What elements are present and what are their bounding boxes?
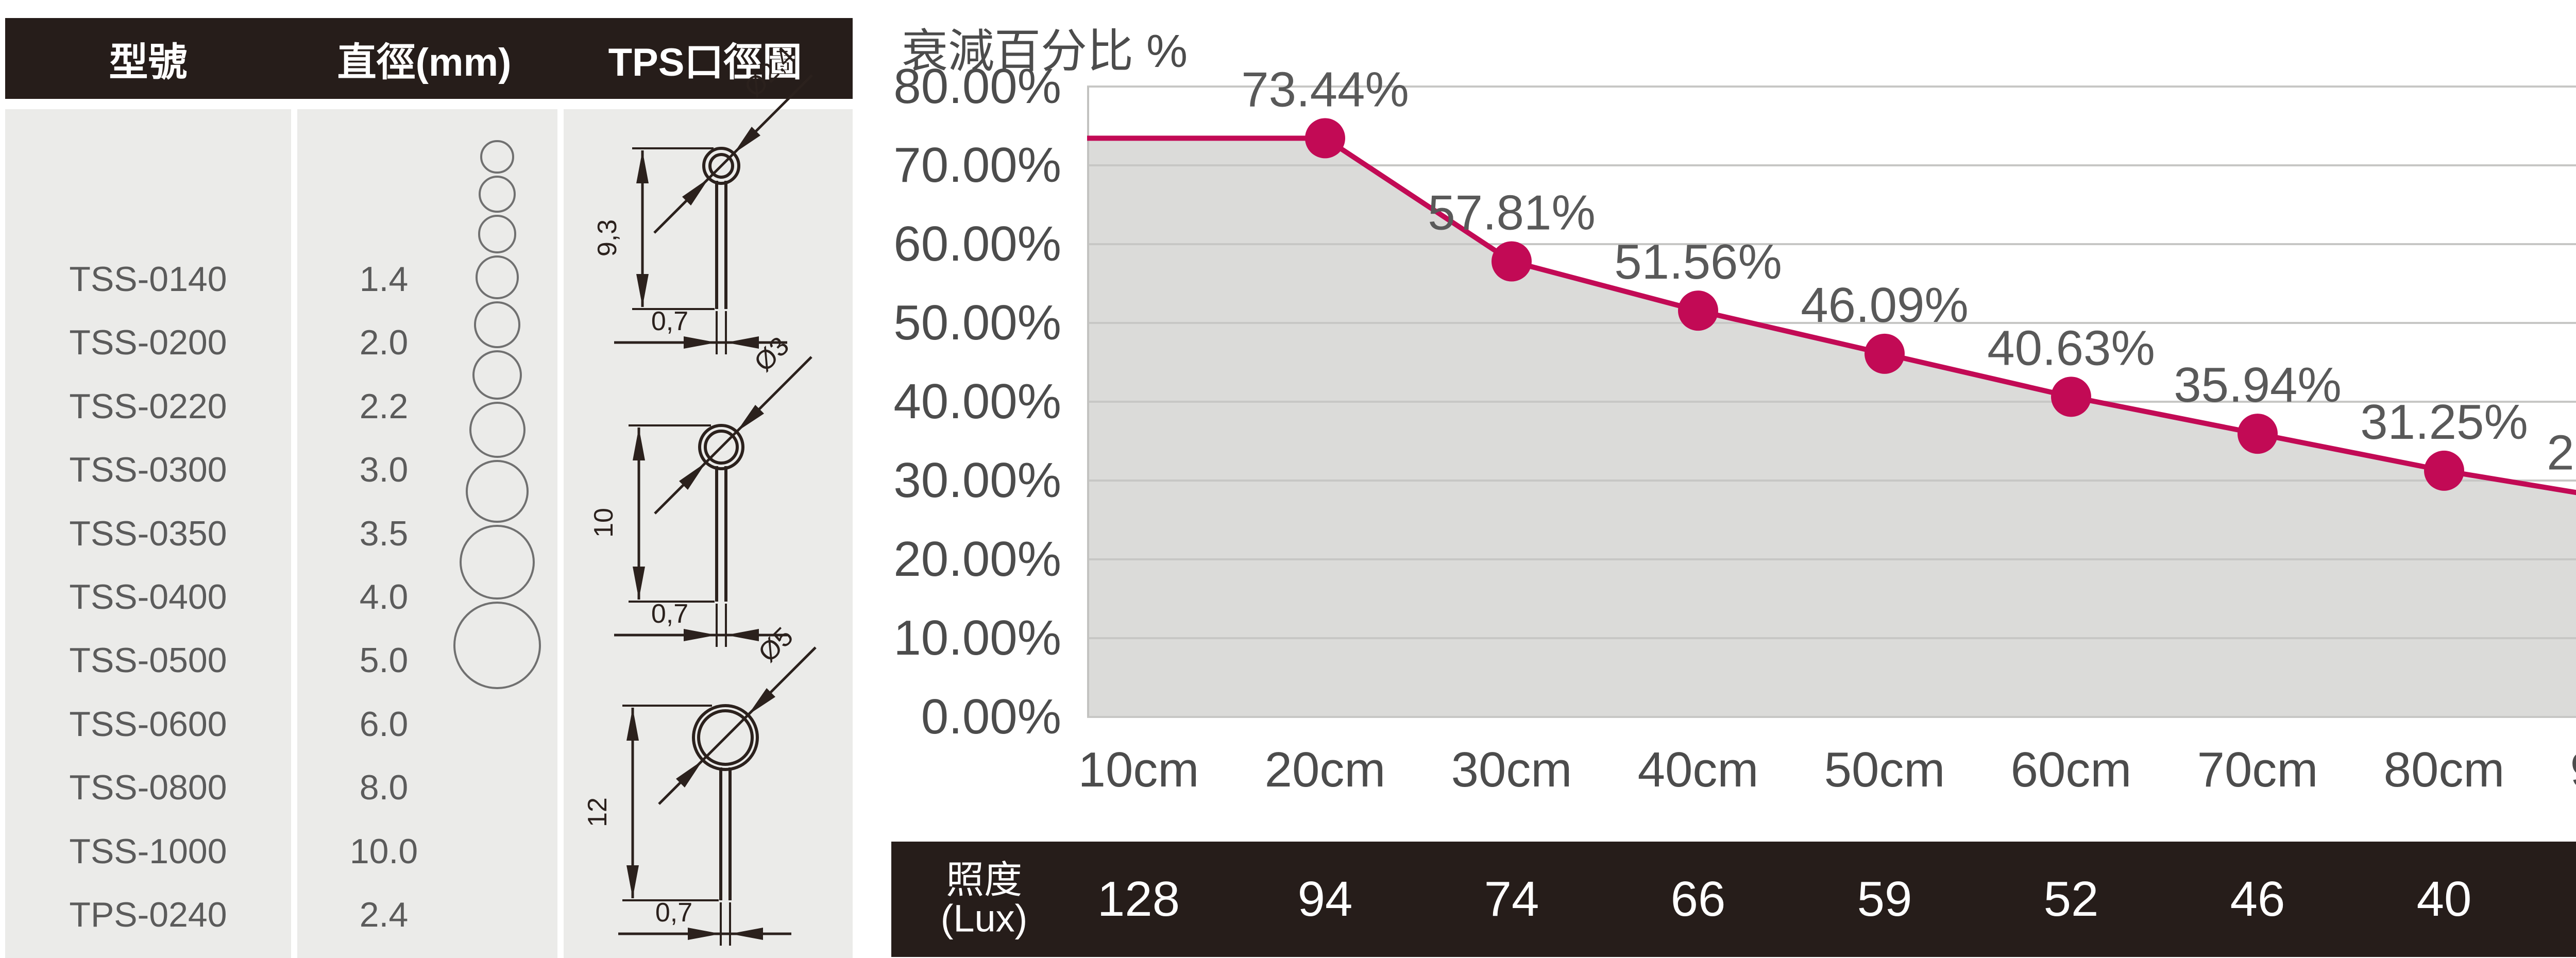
lux-row-label-line2: (Lux)	[940, 897, 1028, 940]
x-axis-tick: 10cm	[1078, 742, 1199, 797]
model-column: TSS-0140 TSS-0200 TSS-0220 TSS-0300 TSS-0350…	[5, 109, 291, 958]
y-axis-tick: 50.00%	[893, 295, 1061, 350]
lux-value: 35	[2537, 871, 2576, 928]
lux-value: 52	[2043, 871, 2099, 927]
data-point-20cm	[1305, 118, 1345, 159]
size-circle	[469, 402, 526, 458]
lux-value: 74	[1484, 871, 1539, 927]
diameter-cell: 2.2	[359, 386, 409, 426]
model-cell: TSS-0400	[69, 577, 227, 617]
model-cell: TSS-0220	[69, 386, 227, 426]
size-circle	[475, 255, 519, 299]
size-circle	[466, 460, 529, 523]
tps-diagram-3: 12 Ø5 0,7	[583, 622, 817, 946]
x-axis-tick: 60cm	[2010, 742, 2132, 797]
plot-area: 73.44% 57.81% 51.56% 46.09% 40.63% 35.94% 31.2…	[1087, 62, 2576, 718]
lux-value: 94	[1297, 871, 1353, 927]
diameter-cell: 3.5	[359, 514, 409, 553]
model-cell: TPS-0240	[69, 895, 227, 934]
data-label-40cm: 51.56%	[1614, 234, 1782, 289]
data-point-50cm	[1865, 333, 1905, 374]
model-cell: TSS-1000	[69, 831, 227, 871]
data-label-50cm: 46.09%	[1801, 278, 1969, 333]
data-label-30cm: 57.81%	[1428, 185, 1596, 241]
data-label-60cm: 40.63%	[1987, 320, 2155, 375]
tps-diagram-1-height-label: 9,3	[592, 219, 622, 256]
y-axis-tick: 80.00%	[893, 59, 1061, 114]
diameter-cell: 10.0	[349, 831, 418, 871]
data-label-90cm: 27.34%	[2547, 425, 2576, 481]
chart-title: 衰減百分比 %	[902, 26, 1188, 77]
size-circle	[460, 524, 535, 600]
model-cell: TSS-0600	[69, 704, 227, 744]
x-axis-tick: 90cm	[2537, 742, 2576, 798]
column-header-model: 型號	[109, 40, 188, 84]
series-line	[1087, 135, 2576, 495]
model-cell: TSS-0800	[69, 768, 227, 808]
diameter-cell: 1.4	[359, 260, 409, 299]
model-cell: TSS-0500	[69, 641, 227, 680]
tps-diagram-1-width-label: 0,7	[651, 306, 688, 336]
model-cell: TSS-0300	[69, 450, 227, 490]
x-axis-tick: 20cm	[1264, 742, 1386, 797]
lux-value: 40	[2416, 871, 2472, 927]
series-area-fill	[1087, 138, 2576, 717]
y-axis-tick: 40.00%	[893, 374, 1061, 429]
diameter-cell: 2.0	[359, 323, 409, 363]
x-axis-tick: 30cm	[1451, 742, 1572, 797]
lux-value: 66	[1670, 871, 1726, 927]
tps-diagram-3-height-label: 12	[583, 797, 613, 827]
data-point-30cm	[1492, 241, 1532, 282]
size-circle	[478, 176, 516, 213]
tps-diagram-column	[564, 109, 853, 958]
diameter-cell: 5.0	[359, 641, 409, 680]
column-header-tps-diagram: TPS口徑圖	[608, 40, 802, 84]
lux-table: 照度 (Lux) 12894746659524640353027	[891, 842, 2576, 957]
y-axis-tick: 60.00%	[893, 216, 1061, 271]
size-circle	[453, 602, 541, 690]
diameter-cell: 6.0	[359, 704, 409, 744]
size-circle	[480, 140, 514, 174]
x-axis-tick: 80cm	[2383, 742, 2505, 797]
data-point-70cm	[2238, 414, 2278, 454]
y-axis-tick: 30.00%	[893, 453, 1061, 508]
diameter-cell: 8.0	[359, 768, 409, 808]
x-axis-tick: 50cm	[1824, 742, 1945, 797]
lux-value: 59	[1857, 871, 1912, 927]
tps-diagram-2-width-label: 0,7	[651, 599, 688, 629]
data-point-40cm	[1678, 290, 1718, 331]
data-label-20cm: 73.44%	[1241, 62, 1409, 117]
tps-diagram-2-height-label: 10	[589, 508, 619, 538]
model-cell: TSS-0140	[69, 260, 227, 299]
y-axis-tick: 70.00%	[893, 138, 1061, 193]
size-circle	[478, 215, 517, 254]
tps-diagram-3-width-label: 0,7	[655, 898, 692, 928]
y-axis-tick: 0.00%	[921, 689, 1061, 744]
diameter-cell: 3.0	[359, 450, 409, 490]
data-point-60cm	[2051, 377, 2091, 417]
size-circle	[472, 350, 522, 400]
x-axis-tick: 70cm	[2197, 742, 2318, 797]
diameter-cell: 4.0	[359, 577, 409, 617]
x-axis-tick: 40cm	[1637, 742, 1759, 797]
data-label-70cm: 35.94%	[2174, 357, 2342, 413]
column-header-diameter: 直徑(mm)	[337, 40, 512, 84]
model-cell: TSS-0200	[69, 323, 227, 363]
lux-row-label-line1: 照度	[946, 858, 1022, 901]
lux-value: 128	[1097, 871, 1180, 927]
size-table-header: 型號 直徑(mm) TPS口徑圖	[5, 18, 853, 99]
lux-value: 46	[2230, 871, 2285, 927]
y-axis-tick: 20.00%	[893, 532, 1061, 587]
data-label-80cm: 31.25%	[2360, 395, 2528, 450]
tps-diagram-2: 10 Ø3 0,7	[589, 331, 812, 647]
lux-row-label: 照度 (Lux)	[891, 858, 1077, 940]
size-circle	[473, 301, 521, 348]
data-point-80cm	[2424, 450, 2464, 491]
y-axis-tick: 10.00%	[893, 610, 1061, 665]
diameter-cell: 2.4	[359, 895, 409, 934]
model-cell: TSS-0350	[69, 514, 227, 553]
diameter-column: 1.42.02.23.03.54.05.06.08.010.02.43.05.0	[297, 109, 557, 958]
